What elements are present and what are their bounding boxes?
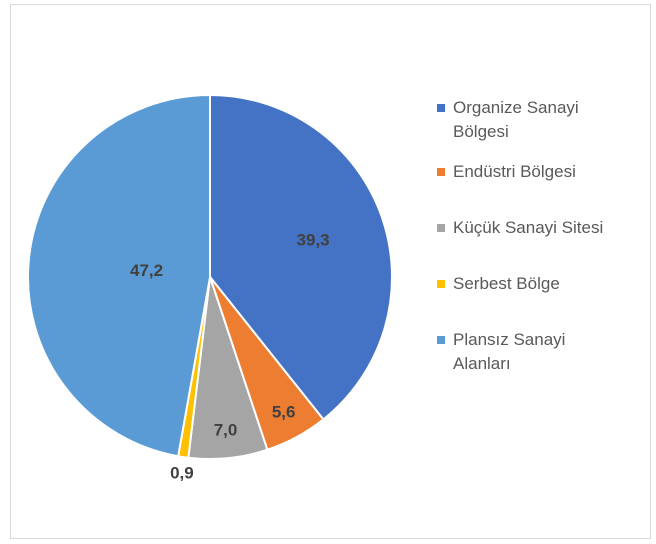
legend-swatch bbox=[437, 280, 445, 288]
legend-label: Organize Sanayi Bölgesi bbox=[453, 98, 579, 141]
data-label: 5,6 bbox=[272, 403, 296, 422]
legend-swatch bbox=[437, 168, 445, 176]
legend-swatch bbox=[437, 224, 445, 232]
legend-item: Plansız Sanayi Alanları bbox=[433, 328, 613, 376]
legend-label: Plansız Sanayi Alanları bbox=[453, 330, 566, 373]
legend: Organize Sanayi Bölgesi Endüstri Bölgesi K… bbox=[433, 96, 613, 376]
chart-border bbox=[10, 4, 651, 539]
legend-item: Küçük Sanayi Sitesi bbox=[433, 216, 613, 240]
pie-slice bbox=[209, 93, 393, 421]
legend-label: Endüstri Bölgesi bbox=[453, 162, 576, 181]
legend-swatch bbox=[437, 336, 445, 344]
legend-label: Serbest Bölge bbox=[453, 274, 560, 293]
legend-swatch bbox=[437, 104, 445, 112]
legend-label: Küçük Sanayi Sitesi bbox=[453, 218, 604, 237]
legend-item: Endüstri Bölgesi bbox=[433, 160, 613, 184]
pie-slice bbox=[26, 93, 211, 458]
legend-item: Serbest Bölge bbox=[433, 272, 613, 296]
data-label: 39,3 bbox=[297, 230, 330, 249]
data-label: 7,0 bbox=[214, 420, 238, 439]
data-label: 0,9 bbox=[170, 464, 194, 483]
legend-item: Organize Sanayi Bölgesi bbox=[433, 96, 613, 144]
data-label: 47,2 bbox=[130, 261, 163, 280]
